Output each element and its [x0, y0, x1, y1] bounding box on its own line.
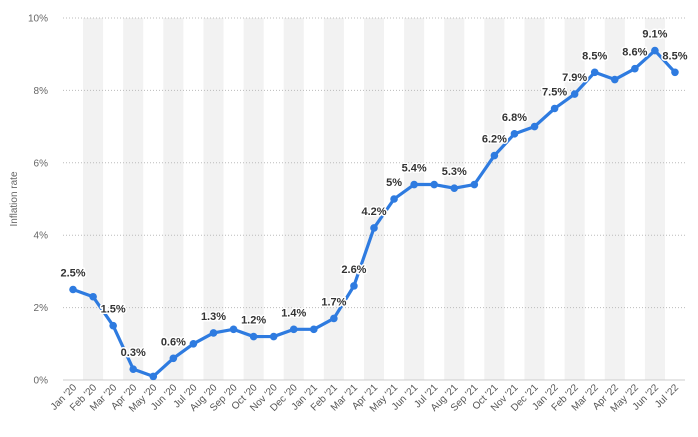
band-15	[363, 18, 385, 380]
data-label: 5%	[386, 177, 402, 189]
data-point	[450, 184, 459, 192]
data-label: 1.4%	[281, 307, 306, 319]
band-29	[644, 18, 665, 380]
data-point	[310, 325, 318, 334]
data-label: 1.3%	[201, 311, 226, 323]
data-label: 0.6%	[161, 336, 186, 348]
data-point	[249, 332, 258, 341]
y-tick-label: 0%	[34, 376, 49, 387]
x-tick-label: Jul '22	[653, 382, 681, 410]
band-19	[444, 18, 465, 380]
data-label: 7.9%	[562, 72, 587, 84]
data-point	[209, 329, 218, 337]
data-point	[390, 195, 398, 203]
data-label: 9.1%	[642, 29, 667, 41]
y-tick-label: 8%	[34, 86, 49, 97]
data-point	[631, 64, 639, 73]
y-axis-title: Inflation rate	[9, 171, 20, 226]
data-point	[590, 68, 599, 77]
data-point	[671, 68, 679, 77]
data-point	[490, 151, 499, 160]
band-3	[123, 18, 144, 380]
data-point	[69, 285, 77, 294]
data-point	[229, 325, 238, 334]
data-point	[330, 314, 338, 323]
data-point	[350, 282, 358, 290]
data-point	[370, 224, 378, 232]
data-point	[289, 325, 298, 334]
data-label: 5.3%	[442, 166, 467, 178]
band-5	[163, 18, 184, 380]
data-point	[129, 365, 138, 373]
data-point	[89, 292, 97, 301]
data-label: 5.4%	[402, 163, 427, 175]
data-label: 1.2%	[241, 315, 266, 327]
band-1	[83, 18, 104, 380]
data-label: 8.5%	[662, 50, 687, 62]
data-label: 2.6%	[341, 264, 366, 276]
y-tick-label: 4%	[34, 231, 49, 242]
data-label: 1.5%	[101, 304, 126, 316]
data-label: 4.2%	[361, 206, 386, 218]
band-9	[243, 18, 264, 380]
data-point	[510, 130, 519, 138]
data-point	[651, 46, 659, 55]
data-label: 1.7%	[321, 296, 346, 308]
data-label: 0.3%	[121, 347, 146, 359]
band-25	[564, 18, 585, 380]
band-13	[323, 18, 344, 380]
data-point	[570, 90, 579, 98]
band-21	[484, 18, 505, 380]
band-7	[203, 18, 224, 380]
data-point	[109, 321, 117, 330]
data-point	[149, 372, 158, 381]
data-point	[410, 180, 418, 189]
data-point	[470, 180, 479, 189]
band-11	[283, 18, 304, 380]
data-label: 6.8%	[502, 112, 527, 124]
band-23	[524, 18, 545, 380]
data-point	[550, 104, 559, 113]
data-point	[530, 122, 539, 131]
data-label: 2.5%	[60, 268, 85, 280]
data-point	[610, 75, 619, 84]
data-point	[169, 354, 178, 363]
y-tick-label: 6%	[34, 158, 49, 169]
y-axis-ticks: 0% 2% 4% 6% 8% 10%	[28, 14, 48, 387]
data-label: 8.6%	[622, 47, 647, 59]
data-point	[189, 340, 198, 348]
data-point	[430, 180, 438, 189]
data-labels: 2.5% 1.5% 0.3% 0.6% 1.3% 1.2% 1.4% 1.7% 2.6% 4.2%…	[59, 27, 689, 361]
data-label: 8.5%	[582, 50, 607, 62]
y-tick-label: 2%	[34, 303, 49, 314]
gridlines	[63, 17, 685, 381]
data-point	[269, 332, 278, 341]
band-17	[404, 18, 425, 380]
data-label: 7.5%	[542, 87, 567, 99]
series-inflation	[69, 46, 679, 381]
band-27	[604, 18, 625, 380]
alternating-column-bands	[83, 18, 665, 380]
y-tick-label: 10%	[28, 14, 48, 25]
data-label: 6.2%	[482, 134, 507, 146]
